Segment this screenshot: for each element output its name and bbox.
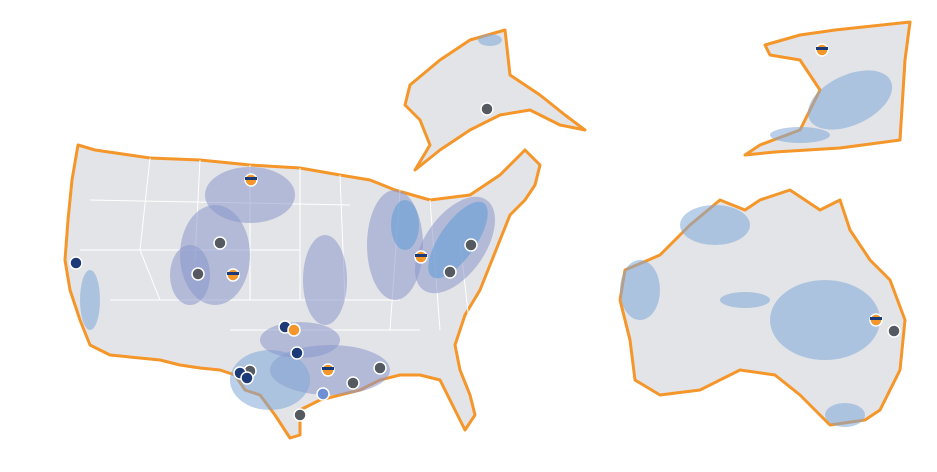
- australia-land: [618, 188, 907, 427]
- us-land: [63, 143, 542, 440]
- alaska-land: [403, 28, 587, 172]
- marker-stripes: [227, 47, 882, 370]
